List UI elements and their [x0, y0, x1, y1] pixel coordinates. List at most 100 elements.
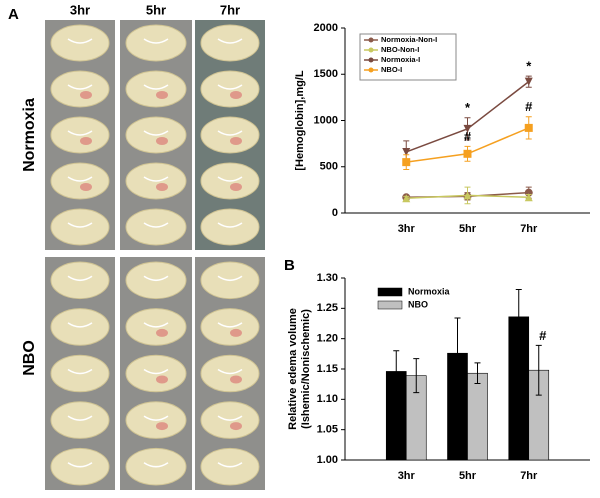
- marker: [524, 77, 533, 86]
- legend-label: Normoxia: [408, 286, 451, 296]
- error-bar: [413, 358, 420, 394]
- ventricle: [143, 322, 169, 328]
- marker: [524, 193, 533, 202]
- error-bar: [454, 317, 461, 389]
- x-tick-label: 7hr: [520, 470, 538, 482]
- column-label: 5hr: [146, 2, 166, 17]
- ventricle: [143, 222, 169, 228]
- legend-label: NBO-Non-I: [381, 45, 419, 54]
- hemorrhage: [156, 91, 168, 99]
- x-tick-label: 3hr: [398, 470, 416, 482]
- error-bar: [515, 289, 522, 345]
- significance-label: #: [539, 328, 547, 343]
- hemorrhage: [230, 183, 242, 191]
- significance-label: #: [464, 129, 472, 144]
- y-tick-label: 500: [320, 161, 338, 173]
- ventricle: [143, 84, 169, 90]
- y-tick-label: 0: [332, 207, 338, 219]
- ventricle: [67, 222, 93, 228]
- legend-swatch: [368, 37, 374, 43]
- x-tick-label: 3hr: [398, 223, 416, 235]
- hemorrhage: [156, 328, 168, 337]
- marker: [463, 124, 472, 133]
- legend-box: [359, 33, 457, 81]
- marker: [402, 147, 411, 156]
- legend-swatch: [368, 57, 374, 63]
- y-tick-label: 1.00: [317, 454, 338, 466]
- x-tick-label: 7hr: [520, 223, 538, 235]
- bar: [467, 372, 488, 461]
- marker: [402, 158, 411, 167]
- ventricle: [67, 415, 93, 421]
- ventricle: [143, 176, 169, 182]
- error-bar: [474, 362, 481, 385]
- row-label: NBO: [21, 340, 38, 376]
- ventricle: [67, 275, 93, 282]
- hemorrhage: [230, 91, 242, 99]
- ventricle: [217, 368, 243, 375]
- hemorrhage: [230, 328, 242, 337]
- hemorrhage: [156, 137, 168, 145]
- y-tick-label: 1.10: [317, 393, 338, 405]
- y-tick-label: 1500: [314, 68, 338, 80]
- hemorrhage: [156, 422, 168, 431]
- ventricle: [143, 275, 169, 282]
- error-bar: [393, 350, 400, 393]
- ventricle: [67, 38, 93, 44]
- ventricle: [217, 322, 243, 328]
- ventricle: [143, 415, 169, 421]
- ventricle: [143, 130, 169, 136]
- ventricle: [217, 222, 243, 228]
- legend-swatch: [368, 47, 374, 53]
- y-tick-label: 1.30: [317, 272, 338, 284]
- legend-label: NBO: [408, 299, 428, 309]
- hemorrhage: [80, 91, 92, 99]
- row-label: Normoxia: [21, 98, 38, 172]
- ventricle: [217, 415, 243, 421]
- legend-swatch: [368, 67, 374, 73]
- marker: [463, 149, 472, 158]
- y-tick-label: 1.20: [317, 333, 338, 345]
- y-axis-label: (Ishemic/Nonischemic): [300, 309, 312, 429]
- significance-label: *: [526, 59, 532, 74]
- panel-label: B: [284, 257, 295, 274]
- ventricle: [217, 38, 243, 44]
- ventricle: [67, 462, 93, 468]
- ventricle: [217, 176, 243, 182]
- error-bar: [535, 344, 542, 396]
- ventricle: [143, 462, 169, 468]
- marker: [463, 191, 472, 200]
- hemorrhage: [230, 375, 242, 384]
- ventricle: [67, 368, 93, 375]
- x-tick-label: 5hr: [459, 223, 477, 235]
- ventricle: [143, 368, 169, 375]
- ventricle: [217, 462, 243, 468]
- legend-swatch: [377, 300, 403, 310]
- y-tick-label: 1.05: [317, 424, 338, 436]
- y-axis-label: [Hemoglobin],mg/L: [294, 70, 306, 170]
- ventricle: [67, 176, 93, 182]
- ventricle: [217, 84, 243, 90]
- hemorrhage: [230, 422, 242, 431]
- y-tick-label: 1.15: [317, 363, 338, 375]
- y-tick-label: 1.25: [317, 302, 338, 314]
- y-axis-label: Relative edema volume: [287, 308, 299, 430]
- hemorrhage: [156, 183, 168, 191]
- x-tick-label: 5hr: [459, 470, 477, 482]
- hemorrhage: [80, 137, 92, 145]
- hemorrhage: [80, 183, 92, 191]
- legend-swatch: [377, 287, 403, 297]
- y-tick-label: 1000: [314, 114, 338, 126]
- ventricle: [217, 130, 243, 136]
- column-label: 3hr: [70, 2, 90, 17]
- ventricle: [67, 130, 93, 136]
- panel-label: A: [8, 6, 19, 23]
- legend-label: Normoxia-I: [381, 55, 420, 64]
- legend-label: NBO-I: [381, 65, 402, 74]
- significance-label: #: [525, 99, 533, 114]
- ventricle: [67, 322, 93, 328]
- legend-label: Normoxia-Non-I: [381, 35, 437, 44]
- marker: [524, 123, 533, 132]
- marker: [402, 194, 411, 203]
